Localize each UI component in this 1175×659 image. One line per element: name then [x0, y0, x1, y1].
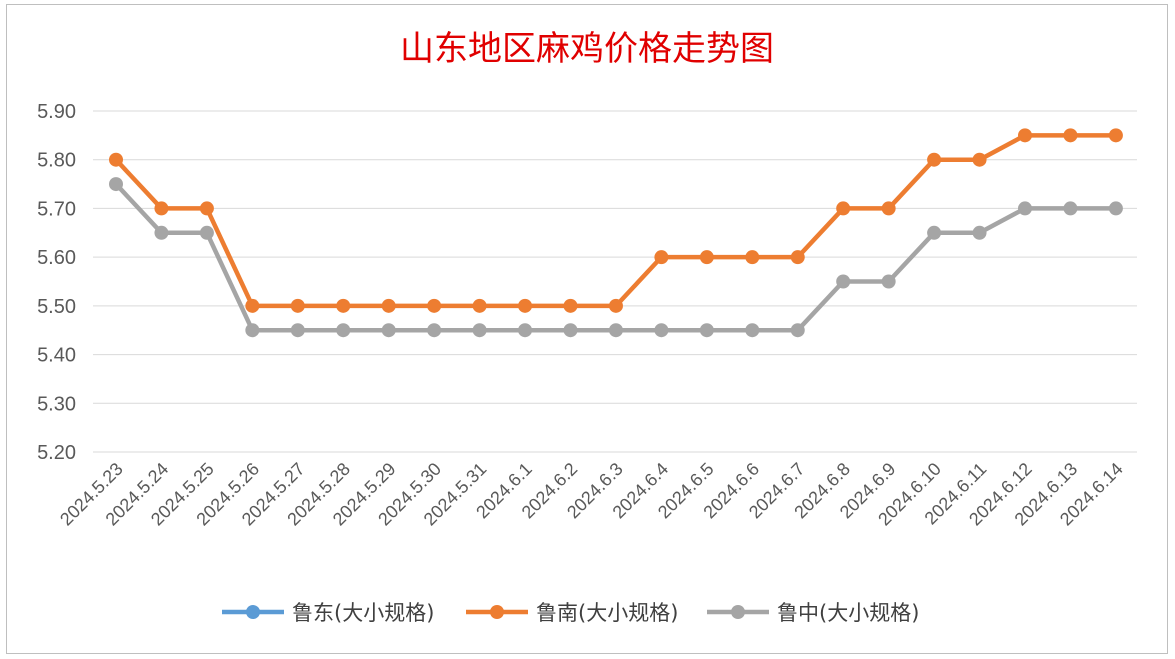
y-tick-label: 5.50: [37, 296, 76, 318]
data-point: [427, 323, 442, 338]
legend-label: 鲁南(大小规格): [536, 601, 678, 625]
data-point: [381, 323, 396, 338]
legend-marker: [490, 605, 504, 619]
y-tick-label: 5.30: [37, 393, 76, 415]
data-point: [1018, 128, 1032, 143]
data-point: [836, 201, 851, 216]
y-tick-label: 5.80: [37, 150, 76, 172]
data-point: [290, 298, 305, 313]
data-point: [836, 274, 851, 289]
data-point: [245, 298, 260, 313]
data-point: [518, 323, 533, 338]
data-point: [790, 323, 805, 338]
data-point: [608, 323, 623, 338]
data-point: [472, 323, 487, 338]
data-point: [336, 323, 351, 338]
data-point: [472, 298, 487, 313]
data-point: [245, 323, 260, 338]
legend: 鲁东(大小规格) 鲁南(大小规格) 鲁中(大小规格): [222, 601, 919, 625]
legend-marker: [731, 605, 745, 619]
legend-marker: [246, 605, 260, 619]
data-point: [745, 250, 760, 265]
y-axis-ticks: 5.20 5.30 5.40 5.50 5.60 5.70 5.80 5.90: [37, 101, 76, 464]
data-point: [881, 201, 896, 216]
data-point: [427, 298, 442, 313]
series-2: [109, 177, 1123, 338]
data-point: [563, 298, 578, 313]
data-point: [1108, 201, 1123, 216]
data-point: [881, 274, 896, 289]
data-point: [608, 298, 623, 313]
data-point: [109, 177, 123, 192]
legend-label: 鲁东(大小规格): [292, 601, 434, 625]
data-point: [972, 152, 987, 167]
x-axis-ticks: 2024.5.232024.5.242024.5.252024.5.262024…: [56, 459, 1127, 530]
data-point: [518, 298, 533, 313]
data-point: [290, 323, 305, 338]
data-point: [563, 323, 578, 338]
data-point: [154, 225, 169, 240]
series-lines: [109, 128, 1123, 338]
y-tick-label: 5.40: [37, 345, 76, 367]
data-point: [927, 152, 942, 167]
data-point: [1063, 201, 1078, 216]
legend-label: 鲁中(大小规格): [777, 601, 919, 625]
data-point: [699, 250, 714, 265]
data-point: [1108, 128, 1123, 143]
data-point: [699, 323, 714, 338]
y-tick-label: 5.20: [37, 442, 76, 464]
data-point: [381, 298, 396, 313]
data-point: [927, 225, 942, 240]
chart-title: 山东地区麻鸡价格走势图: [400, 29, 774, 69]
data-point: [154, 201, 169, 216]
data-point: [654, 323, 669, 338]
data-point: [199, 225, 214, 240]
data-point: [1018, 201, 1032, 216]
data-point: [109, 152, 123, 167]
series-line: [114, 133, 1116, 309]
series-1: [109, 128, 1123, 313]
y-tick-label: 5.70: [37, 198, 76, 220]
data-point: [336, 298, 351, 313]
data-point: [790, 250, 805, 265]
data-point: [745, 323, 760, 338]
data-point: [972, 225, 987, 240]
y-tick-label: 5.90: [37, 101, 76, 123]
y-tick-label: 5.60: [37, 247, 76, 269]
data-point: [654, 250, 669, 265]
data-point: [1063, 128, 1078, 143]
data-point: [199, 201, 214, 216]
